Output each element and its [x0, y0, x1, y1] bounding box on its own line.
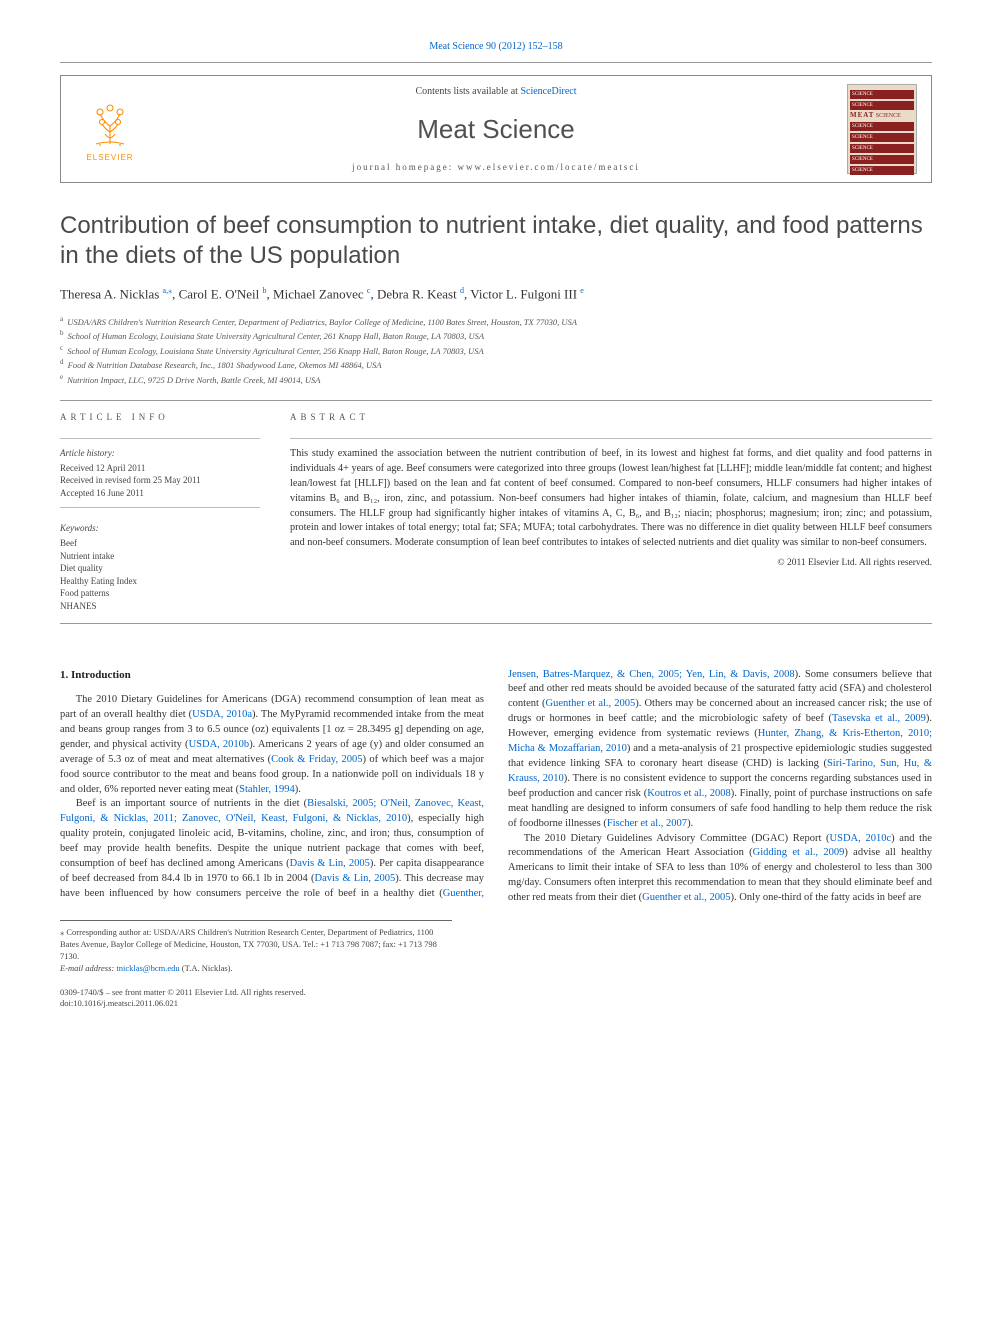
affiliation-line: c School of Human Ecology, Louisiana Sta…	[60, 343, 932, 358]
intro-heading: 1. Introduction	[60, 668, 484, 684]
cover-band: SCIENCE	[850, 122, 914, 131]
divider	[60, 623, 932, 624]
keyword: Beef	[60, 537, 260, 550]
citation-link[interactable]: USDA, 2010b	[189, 739, 250, 750]
keyword: Diet quality	[60, 562, 260, 575]
keyword: Nutrient intake	[60, 550, 260, 563]
email-link[interactable]: tnicklas@bcm.edu	[116, 963, 179, 973]
citation-link[interactable]: Stahler, 1994	[239, 784, 295, 795]
text: decreased from 84.4 lb in 1970 to 66.1 l…	[93, 873, 314, 884]
email-label: E-mail address:	[60, 963, 116, 973]
citation-link[interactable]: Tasevska et al., 2009	[832, 713, 926, 724]
info-abstract-row: ARTICLE INFO Article history: Received 1…	[60, 411, 932, 612]
citation-link[interactable]: Cook & Friday, 2005	[271, 754, 362, 765]
cover-band: SCIENCE	[850, 144, 914, 153]
body-paragraph: The 2010 Dietary Guidelines Advisory Com…	[508, 832, 932, 907]
abstract: ABSTRACT This study examined the associa…	[290, 411, 932, 612]
citation-link[interactable]: Guenther et al., 2005	[546, 698, 636, 709]
issn-line: 0309-1740/$ – see front matter © 2011 El…	[60, 987, 932, 999]
body-paragraph: The 2010 Dietary Guidelines for American…	[60, 693, 484, 797]
text: ).	[687, 818, 693, 829]
citation-link[interactable]: Fischer et al., 2007	[607, 818, 687, 829]
affiliation-line: b School of Human Ecology, Louisiana Sta…	[60, 328, 932, 343]
elsevier-tree-icon	[86, 94, 134, 150]
history-revised: Received in revised form 25 May 2011	[60, 474, 260, 487]
divider	[60, 62, 932, 63]
cover-meat: MEAT	[850, 111, 874, 119]
citation-link[interactable]: Davis & Lin, 2005	[290, 858, 370, 869]
keyword: Food patterns	[60, 587, 260, 600]
keyword: Healthy Eating Index	[60, 575, 260, 588]
cover-band: SCIENCE	[850, 133, 914, 142]
journal-reference: Meat Science 90 (2012) 152–158	[60, 40, 932, 54]
text: ).	[295, 784, 301, 795]
citation-link[interactable]: USDA, 2010a	[192, 709, 252, 720]
divider	[60, 507, 260, 508]
keyword: NHANES	[60, 600, 260, 613]
homepage-line: journal homepage: www.elsevier.com/locat…	[155, 161, 837, 174]
citation-link[interactable]: Koutros et al., 2008	[647, 788, 731, 799]
journal-ref-link[interactable]: Meat Science 90 (2012) 152–158	[429, 41, 562, 52]
corresponding-author: ⁎ Corresponding author at: USDA/ARS Chil…	[60, 927, 452, 963]
citation-link[interactable]: Davis & Lin, 2005	[315, 873, 396, 884]
email-line: E-mail address: tnicklas@bcm.edu (T.A. N…	[60, 963, 452, 975]
keywords-head: Keywords:	[60, 522, 260, 535]
divider	[60, 438, 260, 439]
cover-band: SCIENCE	[850, 166, 914, 175]
text: ). Only one-third of the fatty acids in …	[730, 892, 921, 903]
journal-header: ELSEVIER Contents lists available at Sci…	[60, 75, 932, 183]
contents-prefix: Contents lists available at	[415, 86, 520, 97]
journal-cover-thumb: SCIENCE SCIENCE MEAT SCIENCE SCIENCE SCI…	[847, 84, 917, 174]
article-info-label: ARTICLE INFO	[60, 411, 260, 424]
divider	[290, 438, 932, 439]
contents-line: Contents lists available at ScienceDirec…	[155, 85, 837, 99]
citation-link[interactable]: Guenther et al., 2005	[642, 892, 730, 903]
cover-sci: SCIENCE	[876, 113, 901, 119]
abstract-label: ABSTRACT	[290, 411, 932, 424]
history-head: Article history:	[60, 447, 260, 460]
affiliation-line: a USDA/ARS Children's Nutrition Research…	[60, 314, 932, 329]
email-name: (T.A. Nicklas).	[180, 963, 233, 973]
article-body: 1. Introduction The 2010 Dietary Guideli…	[60, 668, 932, 907]
footnotes: ⁎ Corresponding author at: USDA/ARS Chil…	[60, 920, 452, 975]
text: Beef is an important source of nutrients…	[76, 798, 307, 809]
history-accepted: Accepted 16 June 2011	[60, 487, 260, 500]
citation-link[interactable]: USDA, 2010c	[830, 833, 892, 844]
doi-line: doi:10.1016/j.meatsci.2011.06.021	[60, 998, 932, 1010]
keywords-list: BeefNutrient intakeDiet qualityHealthy E…	[60, 537, 260, 613]
cover-band: SCIENCE	[850, 101, 914, 110]
article-info: ARTICLE INFO Article history: Received 1…	[60, 411, 260, 612]
article-title: Contribution of beef consumption to nutr…	[60, 211, 932, 271]
text: The 2010 Dietary Guidelines Advisory Com…	[524, 833, 830, 844]
bottom-meta: 0309-1740/$ – see front matter © 2011 El…	[60, 987, 932, 1011]
cover-band: SCIENCE	[850, 90, 914, 99]
affiliation-line: e Nutrition Impact, LLC, 9725 D Drive No…	[60, 372, 932, 387]
affiliation-line: d Food & Nutrition Database Research, In…	[60, 357, 932, 372]
abstract-text: This study examined the association betw…	[290, 447, 932, 550]
sciencedirect-link[interactable]: ScienceDirect	[520, 86, 576, 97]
affiliations: a USDA/ARS Children's Nutrition Research…	[60, 314, 932, 387]
header-center: Contents lists available at ScienceDirec…	[145, 85, 847, 174]
elsevier-logo: ELSEVIER	[75, 89, 145, 169]
cover-band: SCIENCE	[850, 155, 914, 164]
divider	[60, 400, 932, 401]
history-received: Received 12 April 2011	[60, 462, 260, 475]
homepage-url: www.elsevier.com/locate/meatsci	[458, 162, 640, 172]
elsevier-logo-text: ELSEVIER	[86, 152, 133, 163]
abstract-copyright: © 2011 Elsevier Ltd. All rights reserved…	[290, 557, 932, 571]
journal-name: Meat Science	[155, 111, 837, 147]
homepage-prefix: journal homepage:	[352, 162, 457, 172]
author-list: Theresa A. Nicklas a,⁎, Carol E. O'Neil …	[60, 285, 932, 304]
citation-link[interactable]: Gidding et al., 2009	[753, 847, 845, 858]
